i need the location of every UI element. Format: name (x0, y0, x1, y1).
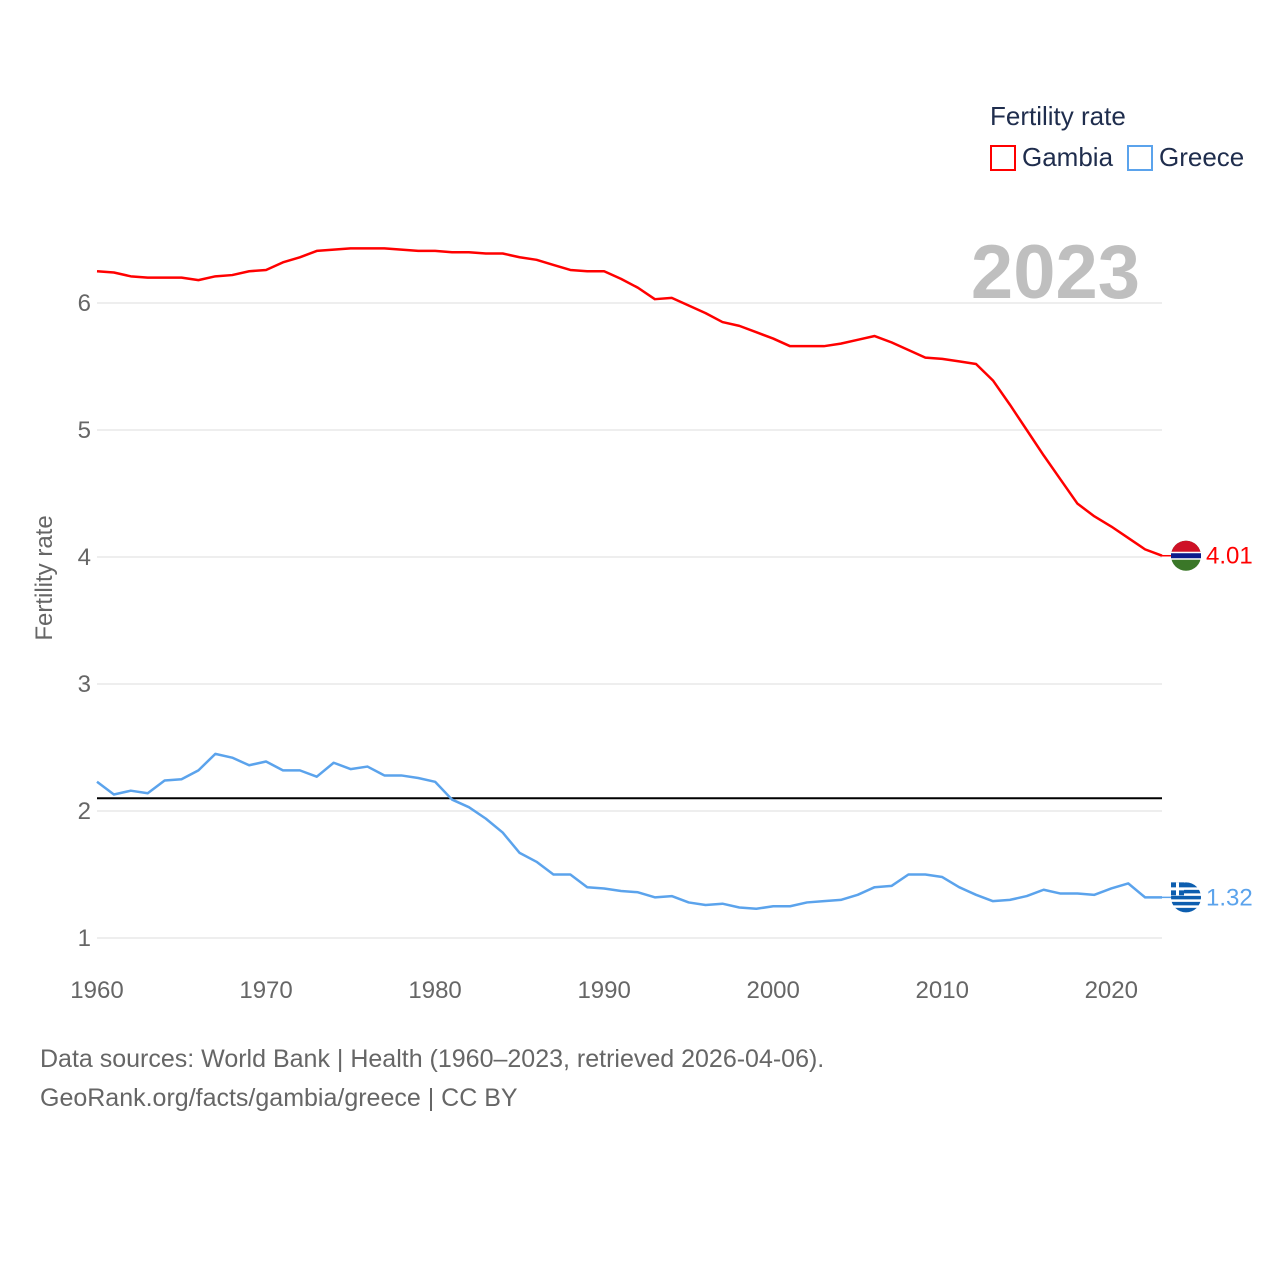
x-tick-label: 2000 (746, 977, 799, 1004)
gambia-flag-blue (1171, 553, 1201, 559)
y-tick-label: 3 (78, 671, 91, 698)
x-tick-label: 2010 (916, 977, 969, 1004)
y-tick-label: 2 (78, 798, 91, 825)
x-tick-label: 2020 (1085, 977, 1138, 1004)
x-tick-label: 1970 (239, 977, 292, 1004)
end-value-label-greece: 1.32 (1206, 884, 1253, 911)
year-label: 2023 (971, 230, 1140, 315)
legend-label-gambia: Gambia (1022, 142, 1114, 172)
legend-label-greece: Greece (1159, 142, 1244, 172)
y-tick-label: 5 (78, 417, 91, 444)
x-tick-label: 1980 (408, 977, 461, 1004)
data-sources: Data sources: World Bank | Health (1960–… (40, 1045, 825, 1073)
x-tick-label: 1960 (70, 977, 123, 1004)
series-line-gambia (96, 247, 1163, 557)
line-chart: 1 2 3 4 5 6 1960 1970 1980 1990 2000 2010 2020 Fertil… (31, 101, 1253, 1004)
greece-flag-cross (1171, 887, 1184, 891)
greece-flag-stripe (1171, 899, 1201, 902)
greece-flag-stripe (1171, 893, 1201, 896)
legend-swatch-gambia (990, 145, 1016, 171)
y-axis-label: Fertility rate (31, 515, 58, 640)
series-line-greece (96, 752, 1162, 911)
attribution-link[interactable]: GeoRank.org/facts/gambia/greece | CC BY (40, 1084, 518, 1112)
x-tick-label: 1990 (577, 977, 630, 1004)
greece-flag-stripe (1171, 887, 1201, 890)
legend-swatch-greece (1127, 145, 1153, 171)
end-value-label-gambia: 4.01 (1206, 543, 1253, 570)
y-tick-label: 4 (78, 544, 91, 571)
y-tick-label: 6 (78, 290, 91, 317)
legend-title: Fertility rate (990, 101, 1126, 131)
y-tick-label: 1 (78, 925, 91, 952)
greece-flag-stripe (1171, 905, 1201, 908)
